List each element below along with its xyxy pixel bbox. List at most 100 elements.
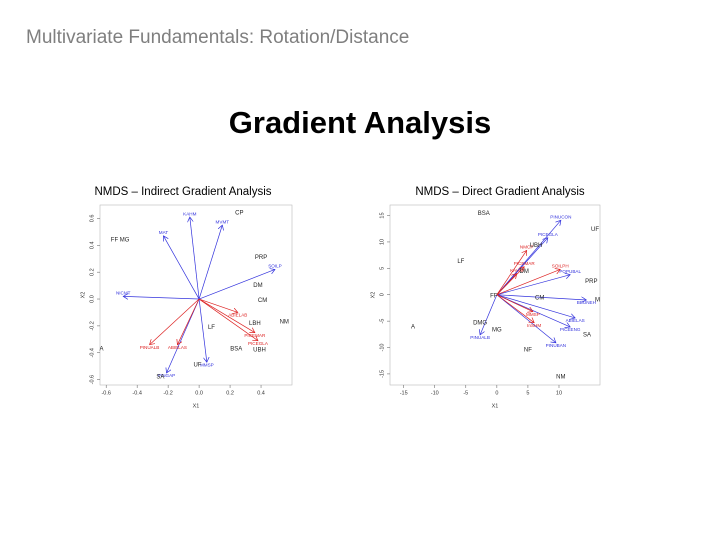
slide-title: Gradient Analysis xyxy=(229,105,491,140)
vector-label: InSHM xyxy=(527,323,541,328)
y-tick-label: -10 xyxy=(379,344,385,352)
gradient-vector xyxy=(150,298,200,345)
vector-label: PINUALB xyxy=(470,335,490,340)
vector-label: BEUNEH xyxy=(577,300,596,305)
y-axis-label: X2 xyxy=(370,292,376,299)
site-label: LF xyxy=(457,259,464,265)
site-label: FF MG xyxy=(111,238,130,244)
gradient-vector xyxy=(163,236,200,300)
vector-label: MMSP xyxy=(200,362,214,367)
vector-label: PICEENG xyxy=(560,327,581,332)
vector-label: KAHM xyxy=(510,268,523,273)
y-tick-label: -5 xyxy=(379,319,385,324)
x-tick-label: 0.0 xyxy=(195,390,203,396)
site-label: SA xyxy=(156,375,164,381)
site-label: NM xyxy=(556,375,565,381)
x-tick-label: -15 xyxy=(400,390,408,396)
gradient-vector xyxy=(198,298,255,333)
site-label: UF xyxy=(194,362,202,368)
gradient-vector xyxy=(496,294,533,312)
y-tick-label: 15 xyxy=(379,212,385,218)
vector-label: POPUBAL xyxy=(559,269,581,274)
vector-label: SOILPH xyxy=(552,264,569,269)
x-axis-label: X1 xyxy=(492,403,499,409)
vector-label: PICEGLA xyxy=(538,232,559,237)
vector-label: PINUALB xyxy=(140,345,160,350)
panel-caption: NMDS – Direct Gradient Analysis xyxy=(415,186,585,198)
vector-label: PINUBAN xyxy=(546,343,566,348)
gradient-vector xyxy=(496,275,570,296)
x-axis-label: X1 xyxy=(193,403,200,409)
y-tick-label: -0.2 xyxy=(89,321,95,330)
vector-label: NMCP xyxy=(520,245,534,250)
y-tick-label: 5 xyxy=(379,267,385,270)
site-label: CM xyxy=(535,295,544,301)
vector-label: MMSP xyxy=(526,312,540,317)
vector-label: PICEMAR xyxy=(244,333,266,338)
y-tick-label: -15 xyxy=(379,370,385,378)
plot-frame xyxy=(99,204,293,386)
site-label: CP xyxy=(235,211,243,217)
site-label: DM xyxy=(253,283,262,289)
x-tick-label: 10 xyxy=(556,390,562,396)
site-label: DMG xyxy=(473,320,487,326)
site-label: NM xyxy=(280,319,289,325)
gradient-vector xyxy=(198,225,222,300)
x-tick-label: -0.4 xyxy=(132,390,141,396)
y-tick-label: 0 xyxy=(379,293,385,296)
gradient-vector xyxy=(496,274,517,295)
vector-label: MAT xyxy=(159,230,169,235)
x-tick-label: 0 xyxy=(495,390,498,396)
x-tick-label: 0.2 xyxy=(226,390,234,396)
gradient-vector xyxy=(496,294,556,343)
gradient-vector xyxy=(198,298,258,341)
site-label: LF xyxy=(208,325,215,331)
y-tick-label: 0.4 xyxy=(89,241,95,249)
y-tick-label: 10 xyxy=(379,239,385,245)
vector-label: ABIELAB xyxy=(228,313,247,318)
site-label: LBH xyxy=(249,321,261,327)
gradient-vector xyxy=(480,294,498,335)
gradient-vector xyxy=(496,294,575,318)
x-tick-label: -0.6 xyxy=(101,390,110,396)
gradient-vector xyxy=(198,298,207,362)
site-label: CM xyxy=(258,298,267,304)
y-tick-label: 0.6 xyxy=(89,215,95,223)
y-axis-label: X2 xyxy=(80,292,86,299)
site-label: PRP xyxy=(255,255,267,261)
site-label: BSA xyxy=(478,211,490,217)
x-tick-label: 5 xyxy=(526,390,529,396)
gradient-vector xyxy=(123,296,200,299)
x-tick-label: -0.2 xyxy=(163,390,172,396)
gradient-vector xyxy=(198,298,238,312)
vector-label: PINGAP xyxy=(158,373,175,378)
vector-label: PICEGLA xyxy=(248,341,269,346)
plot-frame xyxy=(389,204,601,386)
site-label: A xyxy=(100,346,104,352)
site-label: PRP xyxy=(585,279,597,285)
vector-label: ABIELAS xyxy=(168,345,187,350)
site-label: UBH xyxy=(530,243,543,249)
gradient-vector xyxy=(198,269,275,300)
site-label: NF xyxy=(524,348,532,354)
vector-label: ABIELAS xyxy=(566,318,585,323)
x-tick-label: 0.4 xyxy=(257,390,265,396)
vector-label: NICMT xyxy=(116,291,131,296)
y-tick-label: 0.2 xyxy=(89,268,95,276)
x-tick-label: -5 xyxy=(463,390,468,396)
site-label: FF xyxy=(490,293,498,299)
gradient-vector xyxy=(190,217,200,300)
y-tick-label: -0.6 xyxy=(89,375,95,384)
gradient-vector xyxy=(496,250,527,295)
gradient-vector xyxy=(177,298,200,345)
site-label: DM xyxy=(520,269,529,275)
site-label: M xyxy=(595,298,600,304)
vector-label: MVMT xyxy=(216,219,230,224)
gradient-vector xyxy=(496,269,560,296)
vector-label: KAHM xyxy=(183,211,196,216)
vector-label: PICEMAR xyxy=(514,261,536,266)
site-label: SA xyxy=(583,332,591,338)
gradient-vector xyxy=(496,294,534,323)
site-label: A xyxy=(411,325,415,331)
